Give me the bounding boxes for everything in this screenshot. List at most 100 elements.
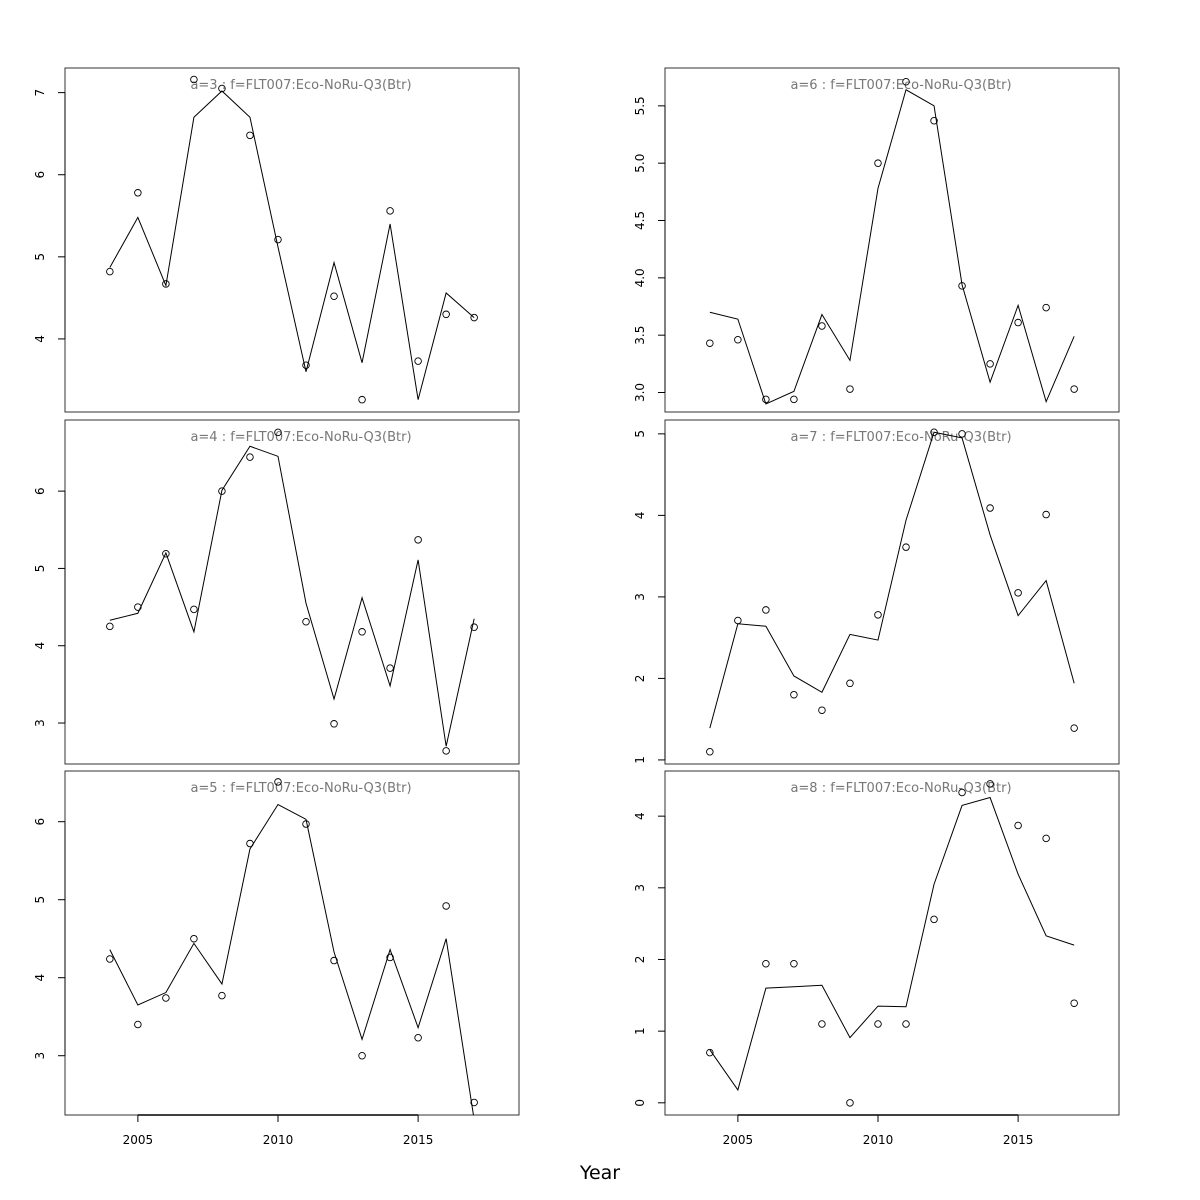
y-tick-label: 0 xyxy=(633,1099,647,1107)
y-tick-label: 3 xyxy=(33,719,47,727)
observed-point xyxy=(470,1098,478,1107)
observed-point xyxy=(386,207,394,215)
observed-point xyxy=(902,1020,910,1028)
observed-point xyxy=(442,902,450,910)
observed-point xyxy=(386,664,394,672)
y-tick-label: 3 xyxy=(633,884,647,892)
observed-point xyxy=(1070,385,1078,393)
observed-point xyxy=(762,606,770,614)
observed-point xyxy=(874,1020,882,1028)
observed-point xyxy=(846,1099,854,1107)
plot-frame xyxy=(664,67,1120,413)
observed-point xyxy=(442,310,450,319)
y-tick-label: 1 xyxy=(633,1027,647,1035)
observed-point xyxy=(1042,510,1050,519)
observed-point xyxy=(930,428,938,436)
observed-point xyxy=(1014,821,1022,830)
y-tick-label: 4 xyxy=(33,974,47,982)
observed-point xyxy=(762,960,770,968)
observed-point xyxy=(818,1020,826,1028)
y-tick-label: 5.5 xyxy=(633,96,647,115)
observed-point xyxy=(706,1048,714,1057)
observed-point xyxy=(902,78,910,86)
observed-point xyxy=(470,313,478,322)
y-tick-label: 5 xyxy=(33,565,47,573)
y-tick-label: 2 xyxy=(633,675,647,683)
x-tick-label: 2010 xyxy=(863,1133,894,1147)
observed-point xyxy=(106,267,114,276)
observed-point xyxy=(218,84,226,93)
observed-point xyxy=(358,395,366,404)
observed-point xyxy=(162,280,170,288)
observed-point xyxy=(414,536,422,544)
y-tick-label: 6 xyxy=(33,171,47,179)
observed-point xyxy=(874,611,882,619)
y-tick-label: 4 xyxy=(633,812,647,820)
observed-point xyxy=(134,1020,142,1029)
observed-point xyxy=(302,361,310,369)
observed-point xyxy=(442,747,450,755)
plot-frame xyxy=(664,419,1120,765)
observed-point xyxy=(330,956,338,965)
observed-point xyxy=(958,788,966,797)
observed-point xyxy=(106,622,114,631)
y-tick-label: 4 xyxy=(33,335,47,343)
fit-line xyxy=(109,803,474,1115)
x-tick-label: 2015 xyxy=(403,1133,434,1147)
observed-point xyxy=(190,605,198,614)
observed-point xyxy=(190,75,198,84)
panel: a=8 : f=FLT007:Eco-NoRu-Q3(Btr) 0 1 2 3 4 2005… xyxy=(633,770,1120,1147)
y-tick-label: 3.5 xyxy=(633,326,647,345)
observed-point xyxy=(162,994,170,1002)
observed-point xyxy=(274,235,282,244)
y-tick-label: 5 xyxy=(33,896,47,904)
panel: a=5 : f=FLT007:Eco-NoRu-Q3(Btr) 3 4 5 6 2005 2… xyxy=(33,770,520,1147)
observed-point xyxy=(1042,303,1050,312)
observed-point xyxy=(790,690,798,699)
observed-point xyxy=(902,543,910,551)
observed-point xyxy=(414,1034,422,1042)
y-tick-label: 3 xyxy=(633,593,647,601)
y-tick-label: 6 xyxy=(33,487,47,495)
observed-point xyxy=(162,549,170,558)
y-tick-label: 3.0 xyxy=(633,383,647,402)
observed-point xyxy=(330,292,338,300)
observed-point xyxy=(1070,724,1078,732)
plot-frame xyxy=(664,770,1120,1116)
observed-point xyxy=(1042,834,1050,843)
x-tick-label: 2005 xyxy=(123,1133,154,1147)
observed-point xyxy=(986,780,994,788)
observed-point xyxy=(846,385,854,393)
panel-title: a=7 : f=FLT007:Eco-NoRu-Q3(Btr) xyxy=(790,430,1011,445)
x-tick-label: 2015 xyxy=(1003,1133,1034,1147)
observed-point xyxy=(1014,589,1022,597)
y-tick-label: 1 xyxy=(633,756,647,764)
panel-title: a=4 : f=FLT007:Eco-NoRu-Q3(Btr) xyxy=(190,430,411,445)
observed-point xyxy=(246,131,254,140)
observed-point xyxy=(874,159,882,167)
observed-point xyxy=(358,628,366,636)
panel-title: a=6 : f=FLT007:Eco-NoRu-Q3(Btr) xyxy=(790,78,1011,93)
observed-point xyxy=(274,428,282,437)
observed-point xyxy=(134,189,142,197)
observed-point xyxy=(734,616,742,625)
y-tick-label: 6 xyxy=(33,818,47,826)
y-tick-label: 2 xyxy=(633,956,647,964)
observed-point xyxy=(986,504,994,512)
panel: a=6 : f=FLT007:Eco-NoRu-Q3(Btr) 3.0 3.5 4.0… xyxy=(633,67,1120,413)
observed-point xyxy=(218,487,226,495)
y-tick-label: 3 xyxy=(33,1052,47,1060)
panel: a=7 : f=FLT007:Eco-NoRu-Q3(Btr) 1 2 3 4 5 xyxy=(633,419,1120,765)
y-tick-label: 4 xyxy=(33,642,47,650)
fit-line xyxy=(709,431,1075,729)
observed-point xyxy=(246,453,254,461)
y-tick-label: 4.0 xyxy=(633,268,647,287)
y-tick-label: 5.0 xyxy=(633,154,647,173)
panel: a=3 : f=FLT007:Eco-NoRu-Q3(Btr) 4 5 6 7 xyxy=(33,67,520,413)
observed-point xyxy=(470,623,478,631)
panel-title: a=5 : f=FLT007:Eco-NoRu-Q3(Btr) xyxy=(190,781,411,796)
y-tick-label: 5 xyxy=(33,253,47,261)
panel-title: a=3 : f=FLT007:Eco-NoRu-Q3(Btr) xyxy=(190,78,411,93)
y-tick-label: 5 xyxy=(633,430,647,438)
